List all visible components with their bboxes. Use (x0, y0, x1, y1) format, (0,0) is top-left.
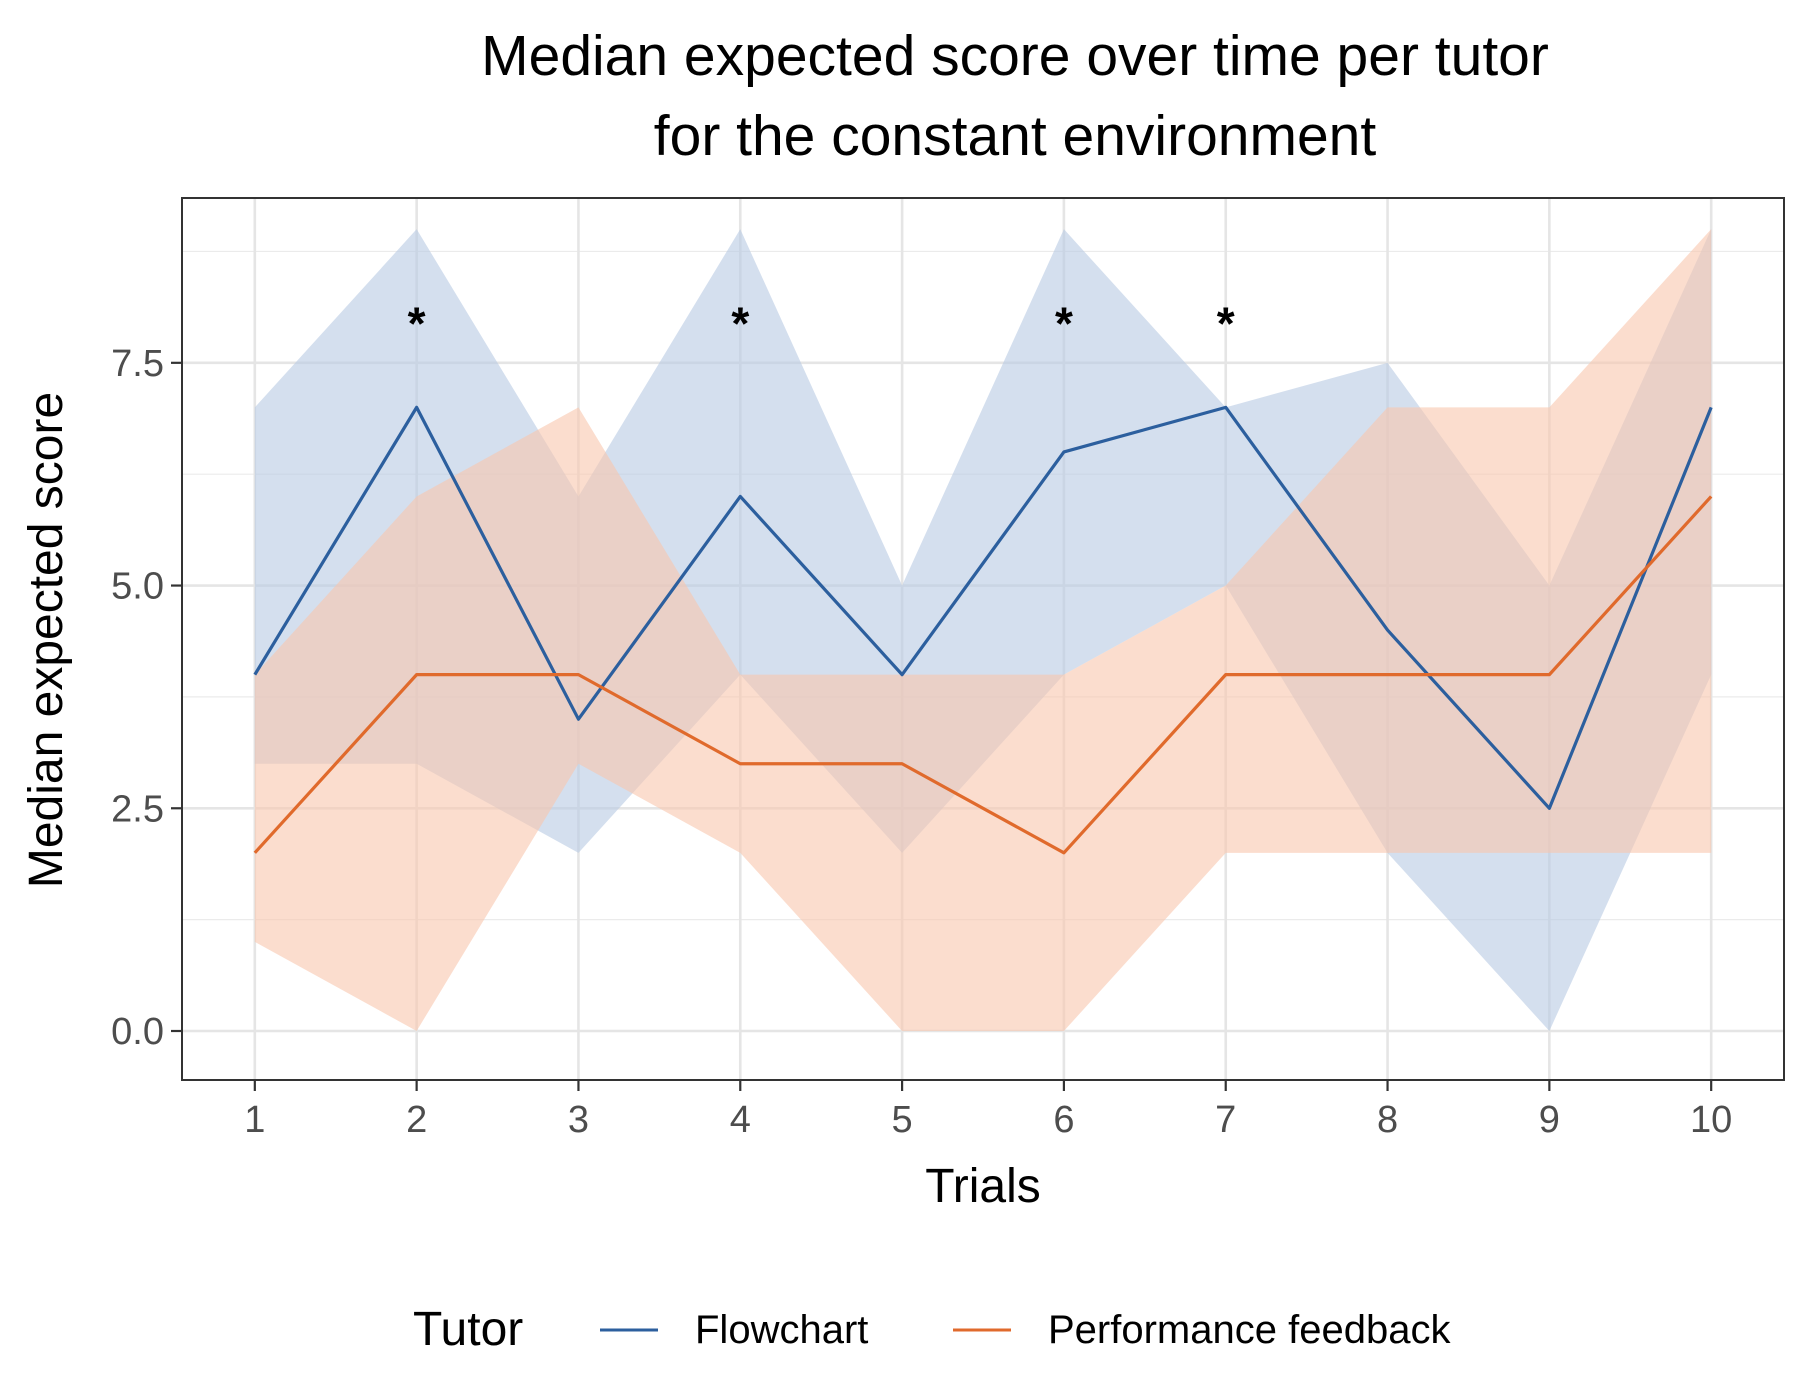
y-axis-title: Median expected score (20, 392, 73, 888)
y-tick-label: 5.0 (111, 566, 164, 608)
line-flowchart (253, 405, 1713, 810)
legend-title: Tutor (413, 1303, 523, 1356)
x-tick-label: 3 (568, 1099, 589, 1141)
plot-area: * * * * (181, 197, 1785, 1081)
significance-star: * (408, 297, 426, 349)
x-tick-label: 6 (1053, 1099, 1074, 1141)
x-tick-label: 4 (730, 1099, 751, 1141)
line-performance-feedback (253, 495, 1713, 855)
significance-star: * (1217, 297, 1235, 349)
band-performance-feedback (254, 229, 1712, 1031)
x-tick-label: 1 (244, 1099, 265, 1141)
y-tick-label: 2.5 (111, 788, 164, 830)
y-tick-label: 7.5 (111, 343, 164, 385)
median-lines (253, 405, 1713, 855)
x-tick-label: 7 (1215, 1099, 1236, 1141)
x-axis-title: Trials (925, 1160, 1041, 1213)
chart-title-line-2: for the constant environment (654, 104, 1377, 168)
chart-title-line-1: Median expected score over time per tuto… (481, 24, 1549, 88)
legend-label-performance-feedback: Performance feedback (1048, 1308, 1451, 1352)
x-tick-label: 10 (1690, 1099, 1732, 1141)
y-axis: 0.0 2.5 5.0 7.5 (111, 343, 182, 1053)
significance-annotations: * * * * (408, 297, 1235, 349)
x-tick-label: 2 (406, 1099, 427, 1141)
x-tick-label: 9 (1539, 1099, 1560, 1141)
band-flowchart (254, 229, 1712, 1031)
significance-star: * (1055, 297, 1073, 349)
confidence-bands (254, 229, 1712, 1031)
x-axis: 1 2 3 4 5 6 7 8 9 10 (244, 1080, 1732, 1141)
y-tick-label: 0.0 (111, 1011, 164, 1053)
legend-label-flowchart: Flowchart (695, 1308, 868, 1352)
x-tick-label: 5 (892, 1099, 913, 1141)
x-tick-label: 8 (1377, 1099, 1398, 1141)
significance-star: * (731, 297, 749, 349)
plot-border (181, 197, 1785, 1081)
legend: Tutor Flowchart Performance feedback (413, 1303, 1451, 1356)
